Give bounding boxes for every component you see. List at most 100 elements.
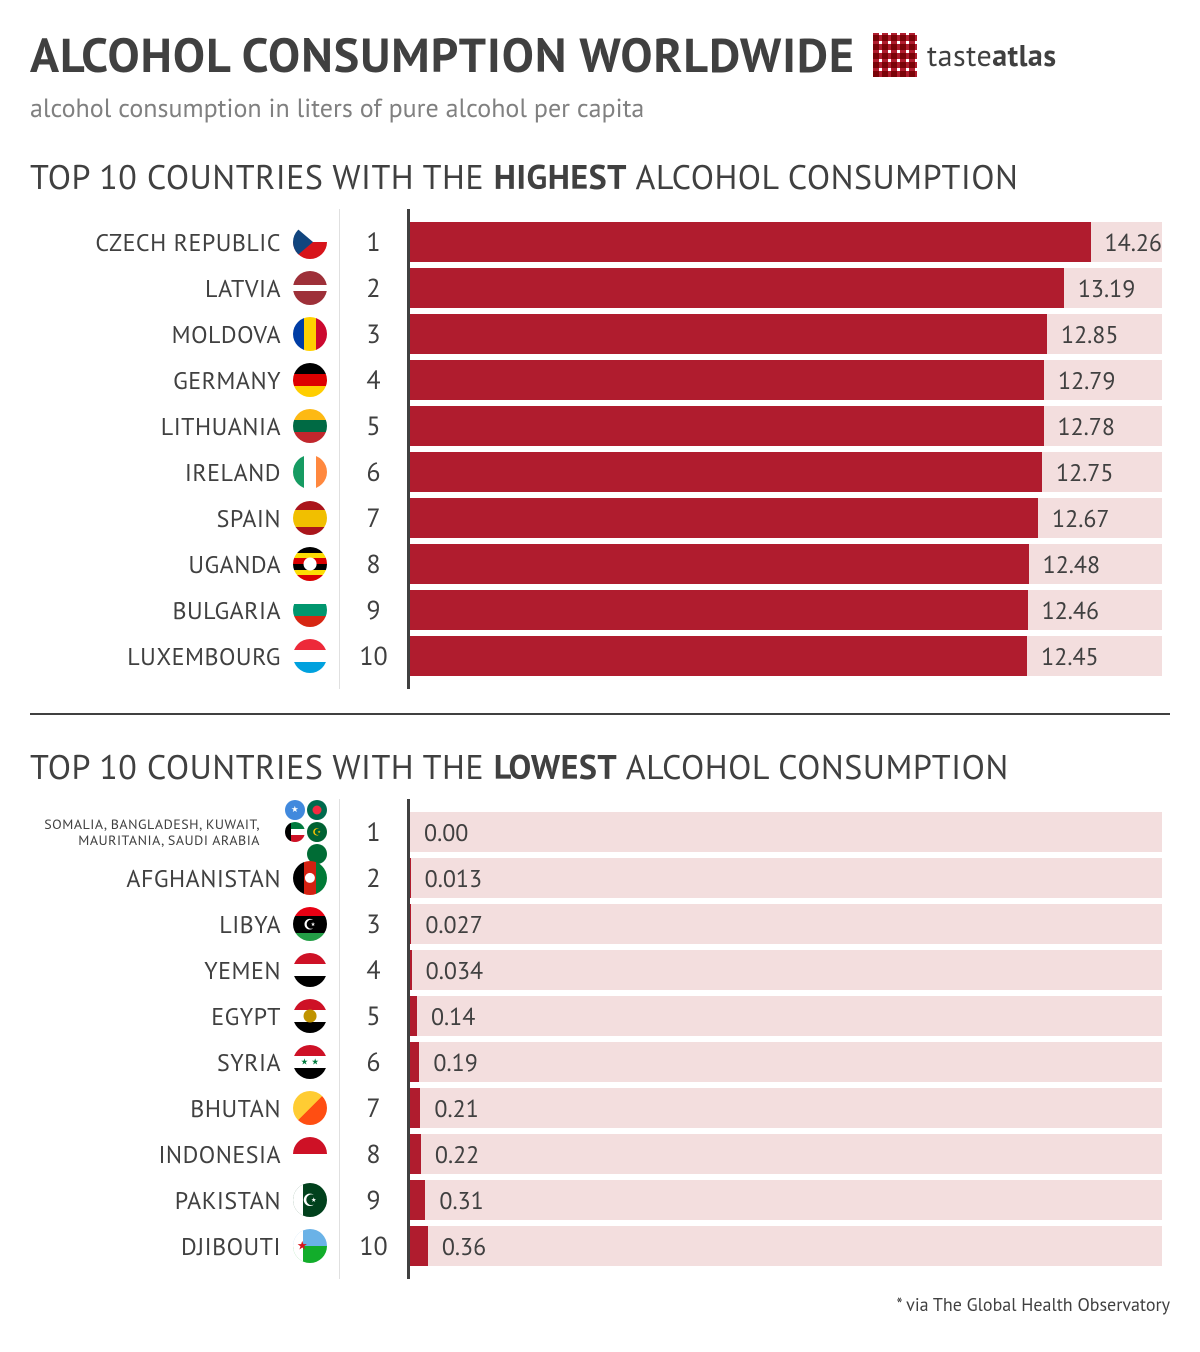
country-label: LATVIA (30, 265, 340, 311)
bar: 0.19 (410, 1039, 1170, 1085)
table-row: AFGHANISTAN20.013 (30, 855, 1170, 901)
bar-value: 0.19 (433, 1047, 477, 1078)
bar-value: 12.78 (1058, 411, 1115, 442)
country-label: SOMALIA, BANGLADESH, KUWAIT, MAURITANIA,… (30, 809, 340, 855)
rank: 6 (340, 449, 410, 495)
table-row: SYRIA★ ★60.19 (30, 1039, 1170, 1085)
gingham-icon (873, 33, 917, 77)
bar-value: 0.14 (431, 1001, 475, 1032)
bar: 0.013 (410, 855, 1170, 901)
bar: 0.31 (410, 1177, 1170, 1223)
table-row: LUXEMBOURG10 12.45 (30, 633, 1170, 679)
brand-name: tasteatlas (927, 36, 1056, 75)
rank: 7 (340, 1085, 410, 1131)
table-row: SOMALIA, BANGLADESH, KUWAIT, MAURITANIA,… (30, 809, 1170, 855)
rank: 9 (340, 587, 410, 633)
bar-value: 12.79 (1058, 365, 1115, 396)
table-row: DJIBOUTI★10 0.36 (30, 1223, 1170, 1269)
rank: 1 (340, 809, 410, 855)
subtitle: alcohol consumption in liters of pure al… (30, 92, 1170, 125)
flag-dj-icon: ★ (293, 1229, 327, 1263)
rank: 10 (340, 1223, 410, 1269)
bar-value: 0.22 (435, 1139, 479, 1170)
rank: 3 (340, 901, 410, 947)
flag-kw-icon (285, 822, 305, 842)
rank: 9 (340, 1177, 410, 1223)
flag-de-icon (293, 363, 327, 397)
bar: 0.14 (410, 993, 1170, 1039)
bar: 12.67 (410, 495, 1170, 541)
flag-es-icon (293, 501, 327, 535)
bar-value: 0.21 (434, 1093, 478, 1124)
flag-mr-icon: ☪ (307, 822, 327, 842)
section-title-highest: TOP 10 COUNTRIES WITH THE HIGHEST ALCOHO… (30, 155, 1170, 199)
country-label: BHUTAN (30, 1085, 340, 1131)
bar-value: 0.027 (425, 909, 482, 940)
flag-bt-icon (293, 1091, 327, 1125)
table-row: INDONESIA80.22 (30, 1131, 1170, 1177)
bar: 0.21 (410, 1085, 1170, 1131)
table-row: CZECH REPUBLIC114.26 (30, 219, 1170, 265)
chart-highest: CZECH REPUBLIC114.26LATVIA213.19MOLDOVA3… (30, 209, 1170, 689)
flag-lt-icon (293, 409, 327, 443)
bar: 12.85 (410, 311, 1170, 357)
flag-af-icon (293, 861, 327, 895)
flag-pk-icon: ☪ (293, 1183, 327, 1217)
rank: 5 (340, 403, 410, 449)
bar-value: 0.36 (442, 1231, 486, 1262)
rank: 3 (340, 311, 410, 357)
rank: 7 (340, 495, 410, 541)
table-row: BHUTAN7 0.21 (30, 1085, 1170, 1131)
table-row: IRELAND6 12.75 (30, 449, 1170, 495)
bar-value: 12.45 (1041, 641, 1098, 672)
rank: 4 (340, 357, 410, 403)
rank: 2 (340, 265, 410, 311)
flag-lv-icon (293, 271, 327, 305)
rank: 2 (340, 855, 410, 901)
flag-id-icon (293, 1137, 327, 1171)
bar: 0.034 (410, 947, 1170, 993)
flag-bg-icon (293, 593, 327, 627)
bar: 13.19 (410, 265, 1170, 311)
bar-value: 14.26 (1105, 227, 1162, 258)
bar: 0.22 (410, 1131, 1170, 1177)
bar: 0.00 (410, 809, 1170, 855)
brand-logo: tasteatlas (873, 33, 1056, 77)
table-row: LIBYA☪30.027 (30, 901, 1170, 947)
bar: 0.027 (410, 901, 1170, 947)
bar: 14.26 (410, 219, 1170, 265)
rank: 5 (340, 993, 410, 1039)
country-label: CZECH REPUBLIC (30, 219, 340, 265)
country-label: LUXEMBOURG (30, 633, 340, 679)
flag-eg-icon (293, 999, 327, 1033)
table-row: GERMANY4 12.79 (30, 357, 1170, 403)
bar-value: 12.48 (1043, 549, 1100, 580)
bar-value: 0.00 (424, 817, 468, 848)
table-row: LITHUANIA5 12.78 (30, 403, 1170, 449)
flag-lu-icon (293, 639, 327, 673)
country-label: GERMANY (30, 357, 340, 403)
bar: 12.48 (410, 541, 1170, 587)
flag-ug-icon (293, 547, 327, 581)
table-row: MOLDOVA3 12.85 (30, 311, 1170, 357)
country-label: LITHUANIA (30, 403, 340, 449)
table-row: YEMEN40.034 (30, 947, 1170, 993)
flag-sy-icon: ★ ★ (293, 1045, 327, 1079)
flag-bd-icon (307, 800, 327, 820)
footnote: * via The Global Health Observatory (30, 1293, 1170, 1316)
rank: 4 (340, 947, 410, 993)
country-label: UGANDA (30, 541, 340, 587)
country-label: DJIBOUTI★ (30, 1223, 340, 1269)
chart-lowest: SOMALIA, BANGLADESH, KUWAIT, MAURITANIA,… (30, 799, 1170, 1279)
bar-value: 0.013 (425, 863, 482, 894)
bar-value: 12.85 (1061, 319, 1118, 350)
flag-cz-icon (293, 225, 327, 259)
bar-value: 12.75 (1056, 457, 1113, 488)
country-label: MOLDOVA (30, 311, 340, 357)
bar: 12.45 (410, 633, 1170, 679)
section-divider (30, 713, 1170, 715)
table-row: PAKISTAN☪90.31 (30, 1177, 1170, 1223)
rank: 10 (340, 633, 410, 679)
country-label: IRELAND (30, 449, 340, 495)
bar: 12.46 (410, 587, 1170, 633)
